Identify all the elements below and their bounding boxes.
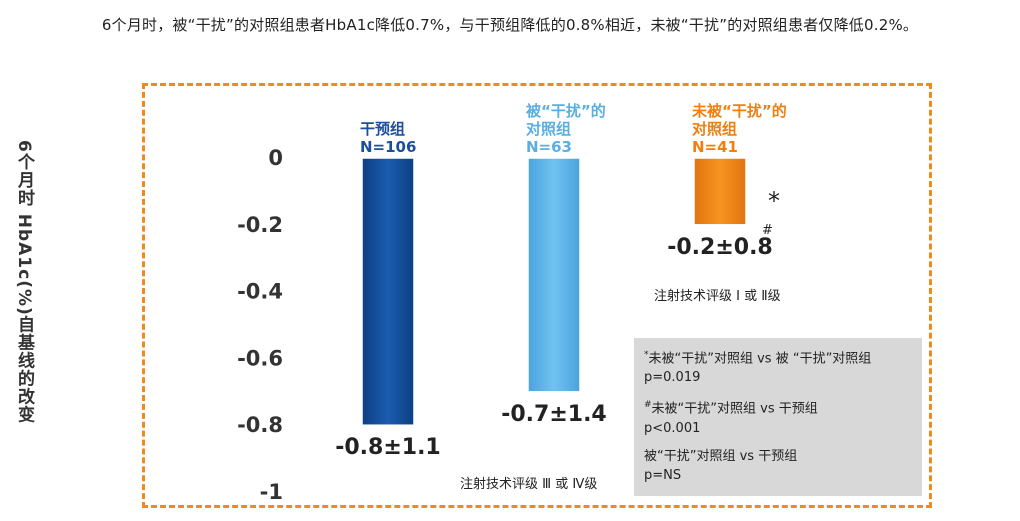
y-axis-label: 6个月时 HbA1c(%)自基线的改变 — [14, 140, 34, 424]
group-label: N=41 — [692, 138, 738, 156]
legend-comparison: 未被“干扰”对照组 vs 被 “干扰”对照组 — [648, 351, 872, 367]
group-label: N=63 — [526, 138, 572, 156]
group-label: 被“干扰”的 — [526, 102, 606, 120]
bar-3 — [693, 157, 747, 226]
bar-1 — [361, 157, 415, 426]
group-label: 对照组 — [692, 120, 737, 138]
legend-entry-hash: #未被“干扰”对照组 vs 干预组 p<0.001 — [644, 396, 912, 437]
value-label: -0.8±1.1 — [335, 435, 441, 460]
p-value-legend: *未被“干扰”对照组 vs 被 “干扰”对照组 p=0.019 #未被“干扰”对… — [634, 338, 922, 496]
legend-comparison: 未被“干扰”对照组 vs 干预组 — [651, 401, 818, 417]
group-label: 干预组 — [360, 120, 405, 138]
dashed-frame — [142, 83, 932, 508]
group-label: 对照组 — [526, 120, 571, 138]
y-tick-label: -0.4 — [237, 280, 283, 304]
value-label: -0.2±0.8 — [667, 235, 773, 260]
legend-comparison: 被“干扰”对照组 vs 干预组 — [644, 448, 798, 464]
technique-high-label: 注射技术评级 Ⅲ 或 Ⅳ级 — [460, 476, 597, 492]
legend-entry-star: *未被“干扰”对照组 vs 被 “干扰”对照组 p=0.019 — [644, 346, 912, 387]
legend-p-value: p=0.019 — [644, 370, 701, 386]
legend-entry-ns: 被“干扰”对照组 vs 干预组 p=NS — [644, 447, 912, 485]
value-label: -0.7±1.4 — [501, 402, 607, 427]
bar-2 — [527, 157, 581, 393]
y-tick-label: -0.2 — [237, 213, 283, 237]
technique-low-label: 注射技术评级 Ⅰ 或 Ⅱ级 — [654, 288, 781, 304]
group-label: 未被“干扰”的 — [691, 102, 787, 120]
y-tick-label: -1 — [260, 480, 283, 504]
legend-p-value: p<0.001 — [644, 420, 701, 436]
group-label: N=106 — [360, 138, 416, 156]
legend-marker: * — [644, 350, 649, 360]
hash-marker: # — [762, 223, 773, 238]
star-marker: * — [768, 187, 780, 215]
headline: 6个月时，被“干扰”的对照组患者HbA1c降低0.7%，与干预组降低的0.8%相… — [101, 16, 919, 34]
legend-marker: # — [644, 400, 652, 411]
y-tick-label: 0 — [268, 146, 283, 170]
y-tick-label: -0.6 — [237, 346, 283, 370]
y-tick-label: -0.8 — [237, 413, 283, 437]
legend-p-value: p=NS — [644, 467, 682, 483]
